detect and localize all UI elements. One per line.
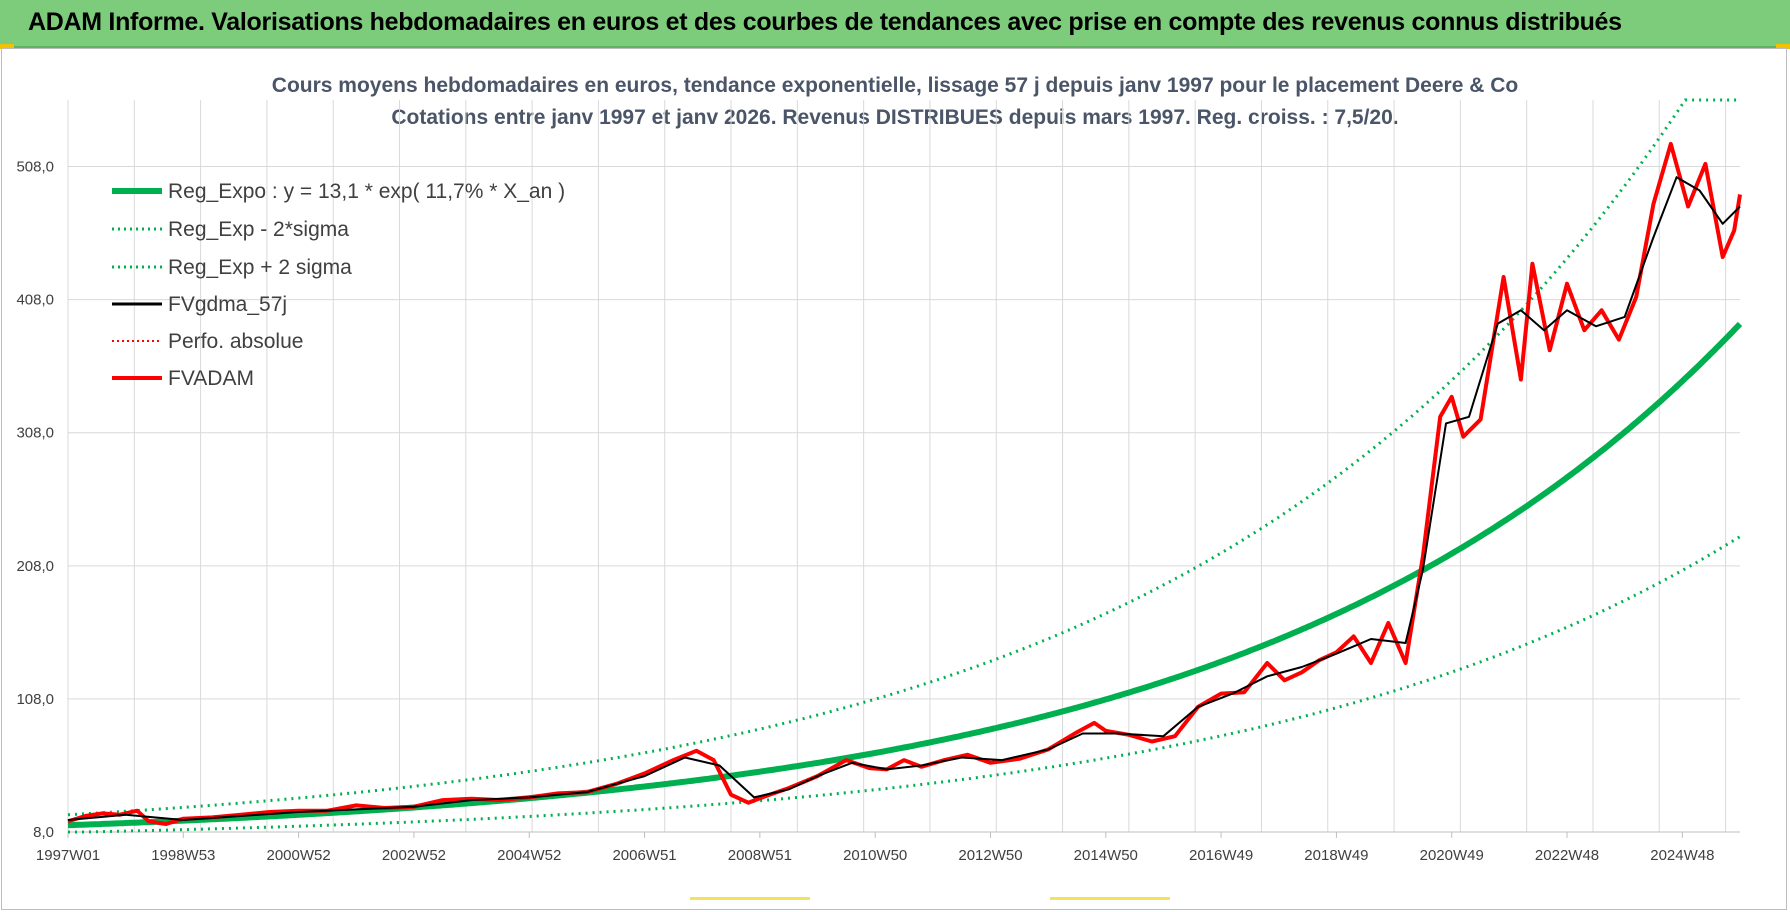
- chart-title-line-1: Cours moyens hebdomadaires en euros, ten…: [272, 74, 1518, 97]
- bottom-mark: [690, 897, 810, 900]
- axes: 8,0 108,0 208,0 308,0 408,0 508,0 1997W01 1998W…: [16, 159, 1740, 864]
- x-tick-label: 2024W48: [1650, 847, 1714, 864]
- series-fvgdma-57j: [67, 176, 1741, 821]
- legend-label-sigma-high: Reg_Exp + 2 sigma: [168, 256, 352, 279]
- legend-label-sigma-low: Reg_Exp - 2*sigma: [168, 218, 349, 241]
- x-tick-label: 2020W49: [1420, 847, 1484, 864]
- page-title: ADAM Informe. Valorisations hebdomadaire…: [28, 8, 1622, 36]
- x-tick-label: 2002W52: [382, 847, 446, 864]
- legend-label-reg-expo: Reg_Expo : y = 13,1 * exp( 11,7% * X_an …: [168, 180, 565, 203]
- corner-mark-left: [0, 44, 14, 49]
- bottom-mark: [1050, 897, 1170, 900]
- series-reg-exp-minus-2sigma: [68, 535, 1741, 834]
- y-tick-label: 408,0: [16, 292, 54, 309]
- x-tick-label: 2014W50: [1074, 847, 1138, 864]
- y-tick-label: 508,0: [16, 159, 54, 176]
- x-tick-label: 2006W51: [612, 847, 676, 864]
- y-tick-label: 8,0: [33, 824, 54, 841]
- header-banner: ADAM Informe. Valorisations hebdomadaire…: [0, 0, 1790, 48]
- y-tick-label: 108,0: [16, 691, 54, 708]
- x-tick-label: 2000W52: [267, 847, 331, 864]
- x-tick-label: 1998W53: [151, 847, 215, 864]
- x-tick-label: 1997W01: [36, 847, 100, 864]
- x-tick-label: 2018W49: [1304, 847, 1368, 864]
- x-tick-label: 2022W48: [1535, 847, 1599, 864]
- series-layer: [67, 98, 1743, 834]
- chart-frame: [1, 48, 1787, 910]
- x-tick-label: 2010W50: [843, 847, 907, 864]
- legend-label-fvgdma: FVgdma_57j: [168, 293, 287, 316]
- chart-title-line-2: Cotations entre janv 1997 et janv 2026. …: [391, 106, 1398, 129]
- legend-label-fvadam: FVADAM: [168, 367, 254, 390]
- x-tick-label: 2016W49: [1189, 847, 1253, 864]
- legend-label-perfo: Perfo. absolue: [168, 330, 303, 353]
- x-tick-label: 2004W52: [497, 847, 561, 864]
- x-tick-label: 2008W51: [728, 847, 792, 864]
- legend: Reg_Expo : y = 13,1 * exp( 11,7% * X_an …: [112, 180, 565, 390]
- y-tick-label: 208,0: [16, 558, 54, 575]
- y-tick-label: 308,0: [16, 425, 54, 442]
- series-fvadam: [67, 141, 1742, 826]
- series-reg-exp-plus-2sigma: [67, 98, 1740, 817]
- x-tick-label: 2012W50: [958, 847, 1022, 864]
- grid-lines: [67, 100, 1740, 833]
- series-reg-expo: [67, 321, 1743, 829]
- corner-mark-right: [1776, 44, 1790, 49]
